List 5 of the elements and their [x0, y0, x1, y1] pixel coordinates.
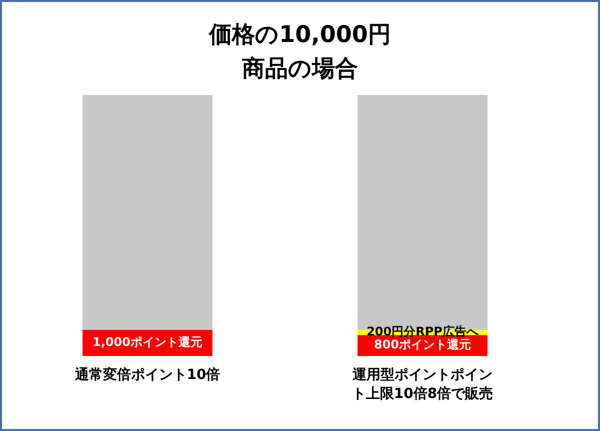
- x-tick-label: 通常変倍ポイント10倍: [74, 366, 222, 385]
- data-label: 800ポイント還元: [374, 338, 472, 352]
- data-label: 1,000ポイント還元: [92, 335, 202, 350]
- x-tick-label: 運用型ポイントポイント上限10倍8倍で販売: [350, 366, 494, 404]
- chart-title: 価格の10,000円商品の場合: [208, 21, 392, 84]
